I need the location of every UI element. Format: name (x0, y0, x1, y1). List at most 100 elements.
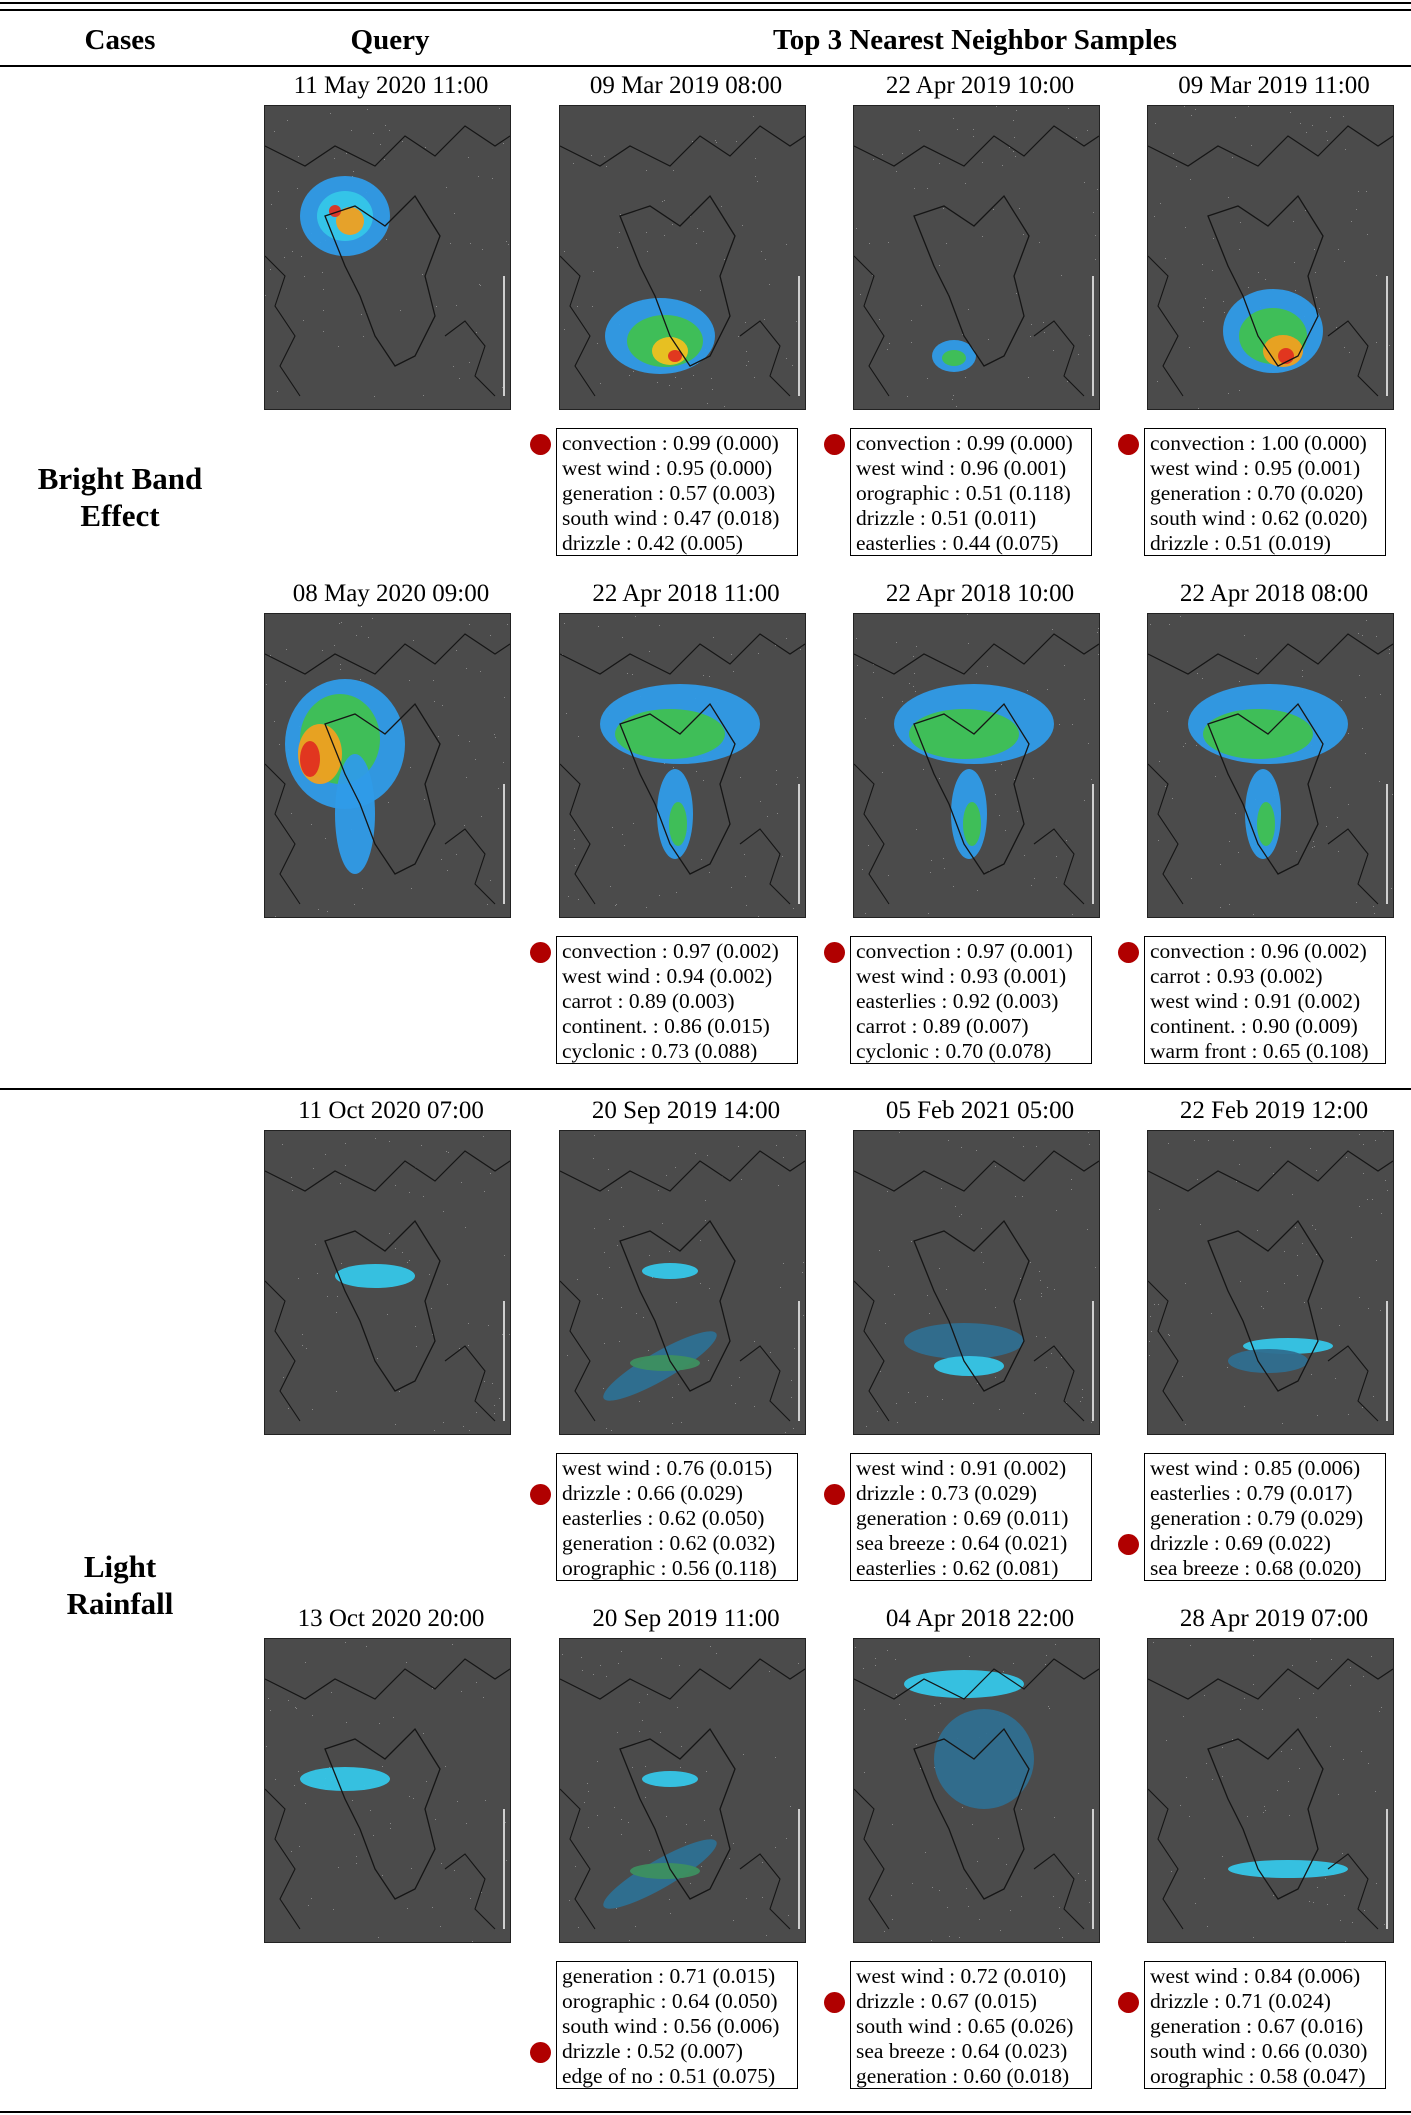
attribute-line: west wind : 0.94 (0.002) (562, 964, 773, 988)
attribute-line: south wind : 0.62 (0.020) (1150, 506, 1368, 530)
neighbor-radar-map (853, 1130, 1100, 1435)
case-label-line: Rainfall (66, 1586, 174, 1621)
attribute-box: convection : 0.96 (0.002) carrot : 0.93 (… (1144, 936, 1386, 1064)
attribute-line: sea breeze : 0.68 (0.020) (1150, 1556, 1362, 1580)
neighbor-timestamp: 22 Apr 2019 10:00 (885, 72, 1075, 99)
neighbor-radar-map (559, 613, 806, 918)
attribute-line: continent. : 0.86 (0.015) (562, 1014, 770, 1038)
attribute-line: west wind : 0.91 (0.002) (856, 1456, 1067, 1480)
attribute-line: generation : 0.69 (0.011) (856, 1506, 1069, 1530)
attribute-line: continent. : 0.90 (0.009) (1150, 1014, 1358, 1038)
attribute-box: convection : 1.00 (0.000) west wind : 0.9… (1144, 428, 1386, 556)
attribute-line: drizzle : 0.52 (0.007) (562, 2039, 743, 2063)
case-label: Light Rainfall (0, 1548, 240, 1622)
match-marker-dot (1118, 434, 1139, 455)
attribute-line: orographic : 0.58 (0.047) (1150, 2064, 1366, 2088)
attribute-line: easterlies : 0.79 (0.017) (1150, 1481, 1353, 1505)
neighbor-timestamp: 22 Apr 2018 08:00 (1179, 580, 1369, 607)
match-marker-dot (1118, 1534, 1139, 1555)
header-rule (0, 65, 1411, 67)
case-label-line: Effect (80, 498, 160, 533)
attribute-line: edge of no : 0.51 (0.075) (562, 2064, 776, 2088)
attribute-line: convection : 0.96 (0.002) (1150, 939, 1367, 963)
attribute-line: drizzle : 0.71 (0.024) (1150, 1989, 1331, 2013)
attribute-line: west wind : 0.76 (0.015) (562, 1456, 773, 1480)
bottom-rule (0, 2111, 1411, 2113)
attribute-line: generation : 0.70 (0.020) (1150, 481, 1364, 505)
attribute-line: west wind : 0.95 (0.000) (562, 456, 773, 480)
attribute-line: generation : 0.62 (0.032) (562, 1531, 776, 1555)
attribute-box: convection : 0.99 (0.000) west wind : 0.9… (556, 428, 798, 556)
neighbor-timestamp: 20 Sep 2019 11:00 (592, 1605, 780, 1632)
attribute-line: generation : 0.67 (0.016) (1150, 2014, 1364, 2038)
attribute-line: drizzle : 0.67 (0.015) (856, 1989, 1037, 2013)
header-neighbors: Top 3 Nearest Neighbor Samples (773, 24, 1177, 56)
match-marker-dot (824, 1992, 845, 2013)
match-marker-dot (824, 1484, 845, 1505)
attribute-line: drizzle : 0.51 (0.011) (856, 506, 1037, 530)
attribute-line: generation : 0.79 (0.029) (1150, 1506, 1364, 1530)
attribute-line: generation : 0.57 (0.003) (562, 481, 776, 505)
attribute-box: convection : 0.97 (0.002) west wind : 0.9… (556, 936, 798, 1064)
attribute-line: cyclonic : 0.73 (0.088) (562, 1039, 758, 1063)
attribute-box: west wind : 0.76 (0.015) drizzle : 0.66 (… (556, 1453, 798, 1581)
query-timestamp: 11 Oct 2020 07:00 (298, 1097, 484, 1124)
neighbor-radar-map (559, 1638, 806, 1943)
query-radar-map (264, 105, 511, 410)
attribute-line: orographic : 0.51 (0.118) (856, 481, 1071, 505)
attribute-line: warm front : 0.65 (0.108) (1150, 1039, 1369, 1063)
attribute-line: west wind : 0.96 (0.001) (856, 456, 1067, 480)
query-timestamp: 08 May 2020 09:00 (292, 580, 490, 607)
neighbor-radar-map (853, 1638, 1100, 1943)
attribute-line: easterlies : 0.92 (0.003) (856, 989, 1059, 1013)
attribute-line: drizzle : 0.73 (0.029) (856, 1481, 1037, 1505)
match-marker-dot (1118, 942, 1139, 963)
neighbor-radar-map (853, 613, 1100, 918)
neighbor-timestamp: 22 Apr 2018 11:00 (592, 580, 780, 607)
match-marker-dot (530, 942, 551, 963)
top-rule-1 (0, 2, 1411, 4)
attribute-line: orographic : 0.64 (0.050) (562, 1989, 778, 2013)
attribute-line: cyclonic : 0.70 (0.078) (856, 1039, 1052, 1063)
attribute-line: orographic : 0.56 (0.118) (562, 1556, 777, 1580)
attribute-line: south wind : 0.66 (0.030) (1150, 2039, 1368, 2063)
neighbor-timestamp: 28 Apr 2019 07:00 (1179, 1605, 1369, 1632)
attribute-line: west wind : 0.72 (0.010) (856, 1964, 1067, 1988)
match-marker-dot (824, 942, 845, 963)
attribute-line: generation : 0.71 (0.015) (562, 1964, 776, 1988)
neighbor-radar-map (1147, 613, 1394, 918)
neighbor-timestamp: 22 Feb 2019 12:00 (1179, 1097, 1369, 1124)
neighbor-radar-map (559, 1130, 806, 1435)
attribute-line: carrot : 0.89 (0.003) (562, 989, 735, 1013)
neighbor-radar-map (1147, 1638, 1394, 1943)
attribute-line: easterlies : 0.62 (0.081) (856, 1556, 1059, 1580)
attribute-box: convection : 0.97 (0.001) west wind : 0.9… (850, 936, 1092, 1064)
query-timestamp: 13 Oct 2020 20:00 (297, 1605, 485, 1632)
match-marker-dot (1118, 1992, 1139, 2013)
match-marker-dot (530, 1484, 551, 1505)
attribute-line: carrot : 0.93 (0.002) (1150, 964, 1323, 988)
query-radar-map (264, 1638, 511, 1943)
match-marker-dot (824, 434, 845, 455)
attribute-line: south wind : 0.56 (0.006) (562, 2014, 780, 2038)
attribute-line: drizzle : 0.66 (0.029) (562, 1481, 743, 1505)
neighbor-radar-map (559, 105, 806, 410)
match-marker-dot (530, 434, 551, 455)
header-query: Query (350, 24, 430, 56)
neighbor-timestamp: 04 Apr 2018 22:00 (885, 1605, 1075, 1632)
attribute-line: drizzle : 0.42 (0.005) (562, 531, 743, 555)
neighbor-radar-map (853, 105, 1100, 410)
attribute-line: generation : 0.60 (0.018) (856, 2064, 1070, 2088)
neighbor-radar-map (1147, 105, 1394, 410)
attribute-line: carrot : 0.89 (0.007) (856, 1014, 1029, 1038)
query-timestamp: 11 May 2020 11:00 (293, 72, 489, 99)
case-label-line: Bright Band (37, 461, 203, 496)
header-cases: Cases (84, 24, 156, 56)
neighbor-timestamp: 22 Apr 2018 10:00 (885, 580, 1075, 607)
attribute-line: drizzle : 0.51 (0.019) (1150, 531, 1331, 555)
attribute-line: south wind : 0.65 (0.026) (856, 2014, 1074, 2038)
neighbor-timestamp: 09 Mar 2019 08:00 (589, 72, 783, 99)
case-label-line: Light (83, 1549, 157, 1584)
attribute-line: west wind : 0.85 (0.006) (1150, 1456, 1361, 1480)
attribute-box: west wind : 0.91 (0.002) drizzle : 0.73 (… (850, 1453, 1092, 1581)
